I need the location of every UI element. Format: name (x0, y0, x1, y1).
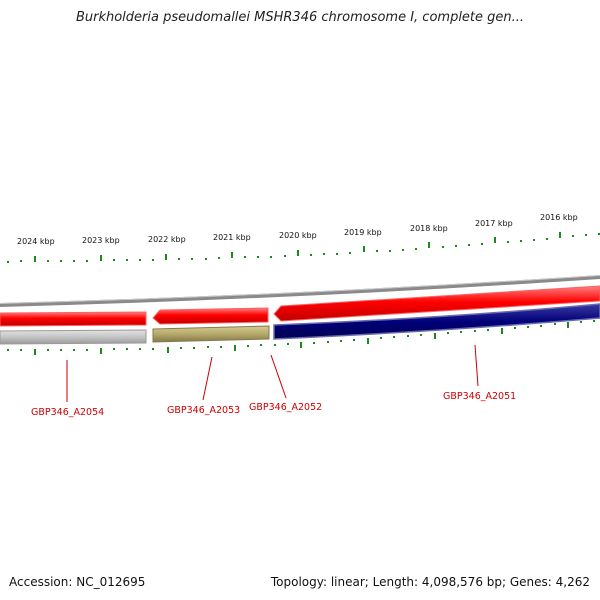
sequence-title: Burkholderia pseudomallei MSHR346 chromo… (75, 10, 525, 25)
kbp-labels: 2024 kbp 2023 kbp 2022 kbp 2021 kbp 2020… (17, 213, 578, 246)
forward-cds-GBP346_A2053[interactable] (152, 307, 269, 325)
gene-label-GBP346_A2052[interactable]: GBP346_A2052 (249, 402, 322, 413)
kbp-label-2019: 2019 kbp (344, 228, 382, 237)
kbp-label-2016: 2016 kbp (540, 213, 578, 222)
forward-cds-GBP346_A2052[interactable] (273, 285, 600, 322)
forward-cds-left[interactable] (0, 311, 147, 327)
gene-GBP346_A2054[interactable] (0, 329, 147, 345)
kbp-label-2017: 2017 kbp (475, 219, 513, 228)
label-leaders (66, 344, 479, 402)
kbp-label-2018: 2018 kbp (410, 224, 448, 233)
lower-tick-row (7, 320, 595, 355)
kbp-label-2023: 2023 kbp (82, 236, 120, 245)
sequence-summary: Topology: linear; Length: 4,098,576 bp; … (270, 575, 590, 589)
upper-tick-row (7, 232, 600, 263)
kbp-label-2020: 2020 kbp (279, 231, 317, 240)
kbp-label-2022: 2022 kbp (148, 235, 186, 244)
gene-label-GBP346_A2051[interactable]: GBP346_A2051 (443, 391, 516, 402)
accession-info: Accession: NC_012695 (9, 575, 146, 589)
gene-GBP346_A2053[interactable] (152, 325, 270, 343)
gene-GBP346_A2051[interactable] (273, 303, 600, 340)
gene-label-GBP346_A2053[interactable]: GBP346_A2053 (167, 405, 240, 416)
kbp-label-2024: 2024 kbp (17, 237, 55, 246)
kbp-label-2021: 2021 kbp (213, 233, 251, 242)
gene-label-GBP346_A2054[interactable]: GBP346_A2054 (31, 407, 104, 418)
sequence-backbone (0, 275, 600, 307)
